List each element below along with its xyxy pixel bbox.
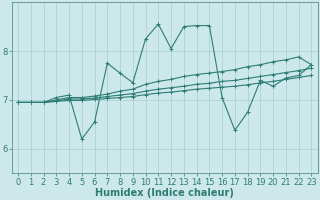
X-axis label: Humidex (Indice chaleur): Humidex (Indice chaleur) xyxy=(95,188,234,198)
